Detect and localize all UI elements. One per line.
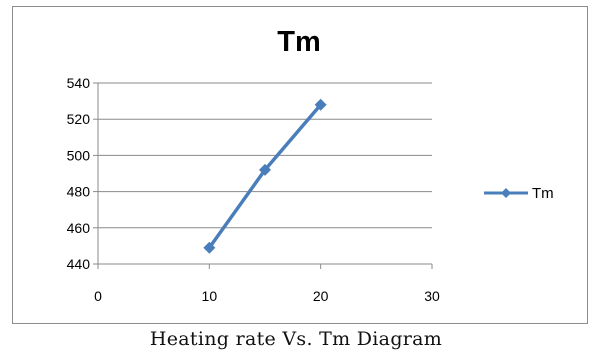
data-point <box>314 98 327 111</box>
figure-caption: Heating rate Vs. Tm Diagram <box>149 328 443 350</box>
y-tick-label: 440 <box>67 256 91 272</box>
x-tick-label: 0 <box>94 288 102 304</box>
y-tick-label: 540 <box>67 75 91 91</box>
series-line-0 <box>207 103 322 249</box>
x-tick-label: 10 <box>202 288 218 304</box>
chart-area <box>12 6 588 324</box>
series-tm <box>203 98 327 254</box>
y-tick-labels: 440 460 480 500 520 540 <box>67 75 91 272</box>
legend-label: Tm <box>532 185 554 202</box>
y-tick-label: 480 <box>67 184 91 200</box>
axes <box>93 82 433 269</box>
x-tick-label: 30 <box>424 288 440 304</box>
data-point <box>203 241 216 254</box>
legend: Tm <box>484 185 554 202</box>
y-tick-label: 500 <box>67 147 91 163</box>
y-tick-label: 460 <box>67 220 91 236</box>
gridlines <box>98 82 432 229</box>
y-tick-label: 520 <box>67 111 91 127</box>
data-point <box>259 163 271 176</box>
x-tick-label: 20 <box>313 288 329 304</box>
x-tick-labels: 0 10 20 30 <box>94 288 440 304</box>
chart-title: Tm <box>277 26 321 58</box>
legend-marker-diamond <box>501 188 511 198</box>
